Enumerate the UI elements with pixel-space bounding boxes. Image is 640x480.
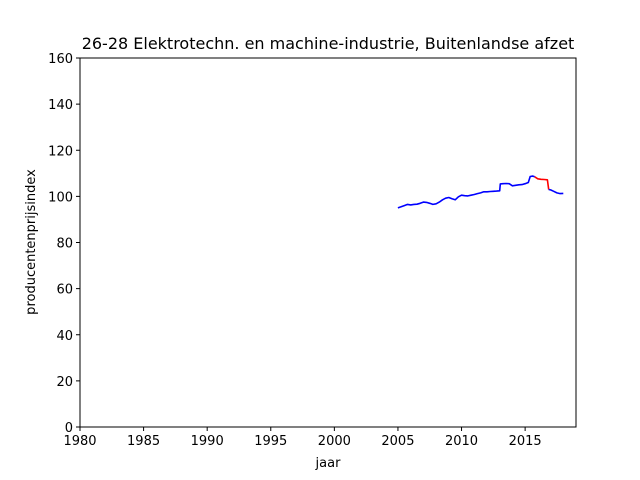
- x-tick-label: 1985: [127, 434, 160, 449]
- y-tick-label: 40: [56, 329, 73, 344]
- y-tick-label: 140: [48, 98, 73, 113]
- y-tick-label: 120: [48, 144, 73, 159]
- x-tick-label: 2005: [381, 434, 414, 449]
- x-axis: 1980 1985 1990 1995 2000 2005 2010 2015: [63, 427, 542, 449]
- y-axis: 0 20 40 60 80 100 120 140 160: [48, 52, 80, 436]
- y-tick-label: 80: [56, 237, 73, 252]
- x-tick-label: 2000: [318, 434, 351, 449]
- chart-title: 26-28 Elektrotechn. en machine-industrie…: [82, 34, 575, 53]
- x-tick-label: 1995: [254, 434, 287, 449]
- x-axis-label: jaar: [315, 456, 342, 471]
- y-tick-label: 0: [65, 421, 73, 436]
- series-layer: [397, 175, 564, 209]
- y-axis-label: producentenprijsindex: [24, 169, 39, 315]
- y-tick-label: 20: [56, 375, 73, 390]
- series-line: [534, 176, 550, 190]
- y-tick-label: 160: [48, 52, 73, 67]
- y-tick-label: 100: [48, 190, 73, 205]
- series-line: [397, 175, 535, 209]
- series-line: [548, 188, 564, 195]
- x-tick-label: 2015: [509, 434, 542, 449]
- x-tick-label: 1990: [191, 434, 224, 449]
- plot-frame: [79, 57, 577, 428]
- x-tick-label: 2010: [445, 434, 478, 449]
- y-tick-label: 60: [56, 283, 73, 298]
- x-tick-label: 1980: [63, 434, 96, 449]
